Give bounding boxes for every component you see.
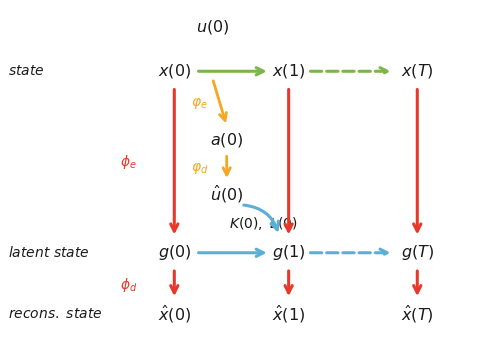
Text: $x(T)$: $x(T)$ [401, 62, 434, 80]
Text: $latent\ state$: $latent\ state$ [8, 245, 89, 260]
Text: $g(T)$: $g(T)$ [401, 243, 434, 262]
Text: $\varphi_e$: $\varphi_e$ [191, 96, 208, 111]
Text: $\hat{x}(1)$: $\hat{x}(1)$ [272, 304, 305, 325]
Text: $\hat{u}(0)$: $\hat{u}(0)$ [210, 184, 243, 205]
Text: $x(0)$: $x(0)$ [158, 62, 191, 80]
Text: $\hat{x}(0)$: $\hat{x}(0)$ [158, 304, 191, 325]
Text: $\hat{x}(T)$: $\hat{x}(T)$ [401, 304, 434, 325]
Text: $K(0),\ L(0)$: $K(0),\ L(0)$ [229, 215, 297, 232]
Text: $\phi_d$: $\phi_d$ [120, 276, 137, 294]
Text: $a(0)$: $a(0)$ [210, 131, 243, 149]
Text: $\phi_e$: $\phi_e$ [120, 153, 136, 171]
Text: $g(1)$: $g(1)$ [272, 243, 306, 262]
Text: $state$: $state$ [8, 64, 44, 78]
Text: $g(0)$: $g(0)$ [158, 243, 191, 262]
Text: $u(0)$: $u(0)$ [196, 18, 229, 36]
Text: $recons.\ state$: $recons.\ state$ [8, 307, 102, 322]
Text: $x(1)$: $x(1)$ [272, 62, 305, 80]
Text: $\varphi_d$: $\varphi_d$ [191, 161, 208, 176]
